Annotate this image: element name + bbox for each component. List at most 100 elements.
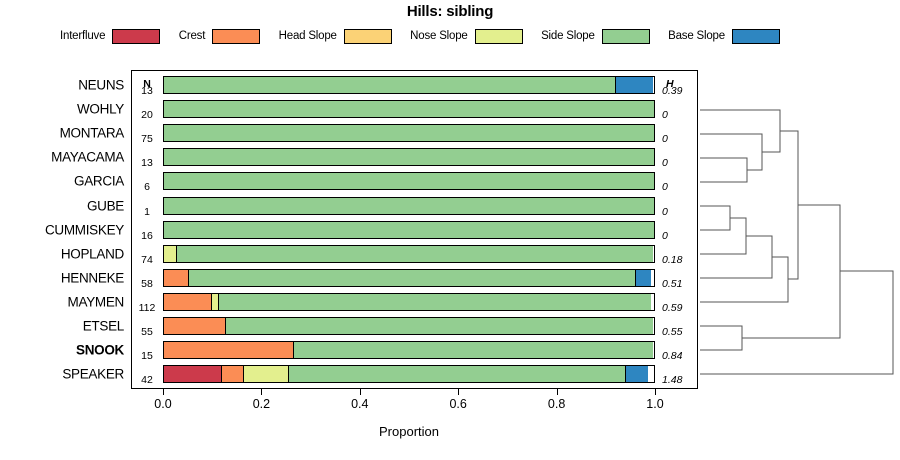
bar-segment[interactable]	[164, 173, 654, 190]
bar-segment[interactable]	[164, 125, 654, 142]
stacked-bar[interactable]	[163, 292, 655, 311]
n-value: 112	[138, 301, 156, 314]
x-axis-tick-label: 1.0	[646, 397, 664, 411]
h-value: 0.18	[662, 253, 683, 266]
h-value: 0.39	[662, 85, 683, 97]
h-column-header: H	[666, 78, 674, 90]
x-axis-tick	[655, 389, 656, 395]
series-label: WOHLY	[76, 101, 124, 117]
dendrogram	[700, 70, 900, 389]
stacked-bar[interactable]	[163, 124, 655, 143]
chart-legend: Interfluve Crest Head Slope Nose Slope Side …	[60, 26, 780, 46]
n-value: 75	[141, 133, 153, 146]
dendro-link-b-wohly	[700, 109, 781, 153]
legend-label: Nose Slope	[410, 30, 468, 42]
dendro-link-e-henneke	[700, 235, 773, 279]
legend-label: Interfluve	[60, 30, 106, 42]
x-axis-tick	[359, 389, 361, 395]
x-axis-tick-label: 0.8	[547, 397, 566, 411]
n-value: 15	[141, 350, 153, 363]
stacked-bar[interactable]	[163, 148, 655, 167]
legend-swatch	[343, 28, 392, 44]
x-axis-tick	[261, 389, 263, 395]
plot-panel-border	[131, 70, 698, 389]
n-value: 13	[141, 157, 153, 170]
bar-segment[interactable]	[218, 293, 652, 310]
bar-segment[interactable]	[164, 149, 654, 166]
h-value: 1.48	[662, 374, 683, 387]
legend-label: Head Slope	[278, 30, 337, 42]
bar-segment[interactable]	[624, 366, 649, 383]
bar-segment[interactable]	[164, 221, 654, 238]
stacked-bar[interactable]	[163, 365, 655, 384]
bar-segment[interactable]	[293, 342, 653, 359]
bar-segment[interactable]	[288, 366, 627, 383]
bar-segment[interactable]	[164, 342, 295, 359]
x-axis-tick	[163, 389, 164, 395]
legend-label: Side Slope	[541, 30, 595, 42]
bar-segment[interactable]	[614, 77, 653, 93]
bar-segment[interactable]	[210, 293, 220, 310]
dendro-link-mayacama-garcia	[700, 157, 748, 183]
x-axis-title: Proportion	[379, 424, 439, 439]
bar-segment[interactable]	[164, 101, 654, 118]
bar-segment[interactable]	[164, 197, 654, 214]
x-axis: 0.0 0.2 0.4 0.6 0.8 1.0	[154, 389, 664, 429]
bar-segment[interactable]	[164, 245, 178, 262]
n-value: 42	[141, 374, 153, 387]
bar-segment[interactable]	[175, 245, 653, 262]
stacked-bar[interactable]	[163, 341, 655, 360]
dendro-link-d-hopland	[700, 217, 747, 255]
bar-segment[interactable]	[164, 318, 227, 334]
series-label: GUBE	[86, 198, 124, 213]
series-label: HENNEKE	[60, 270, 124, 286]
h-value: 0.51	[662, 277, 683, 290]
series-label: MAYACAMA	[51, 149, 124, 165]
h-value: 0.55	[662, 326, 683, 338]
dendro-link-f-maymen	[700, 256, 789, 303]
bar-segment[interactable]	[164, 77, 617, 93]
h-value: 0	[662, 229, 668, 242]
n-value: 16	[141, 229, 153, 242]
bar-segment[interactable]	[164, 293, 213, 310]
stacked-bar[interactable]	[163, 76, 655, 94]
x-axis-tick-label: 0.0	[154, 397, 172, 411]
n-column-header: N	[143, 78, 151, 90]
legend-swatch	[731, 28, 780, 44]
dendro-link-root	[700, 270, 894, 375]
legend-label: Base Slope	[668, 30, 725, 42]
n-value: 1	[144, 205, 150, 218]
n-value: 13	[141, 85, 153, 97]
n-value: 58	[141, 277, 153, 290]
x-axis-tick	[556, 389, 558, 395]
stacked-bar[interactable]	[163, 196, 655, 215]
x-axis-tick-label: 0.4	[351, 397, 369, 411]
bar-segment[interactable]	[164, 366, 223, 383]
h-column: H 0.39 0 0 0 0 0 0 0.18 0.51 0.59 0.55 0.84 1.48	[658, 70, 698, 389]
stacked-bar[interactable]	[163, 172, 655, 191]
legend-entry: Base Slope	[668, 28, 780, 44]
h-value: 0.84	[662, 350, 683, 363]
legend-entry: Nose Slope	[410, 28, 523, 44]
series-label: CUMMISKEY	[44, 222, 124, 238]
stacked-bar[interactable]	[163, 317, 655, 335]
bar-segment[interactable]	[164, 269, 190, 286]
bar-segment[interactable]	[220, 366, 245, 383]
bar-segment[interactable]	[188, 269, 636, 286]
dendro-link-etsel-snook	[700, 325, 743, 351]
bar-segment[interactable]	[243, 366, 290, 383]
dendro-link-gube-cummiskey	[700, 205, 731, 231]
series-label: ETSEL	[82, 318, 125, 334]
stacked-bar[interactable]	[163, 244, 655, 263]
n-value: 55	[141, 326, 153, 338]
stacked-bar[interactable]	[163, 100, 655, 119]
stacked-bars-group	[163, 70, 655, 389]
bar-segment[interactable]	[224, 318, 653, 334]
stacked-bar[interactable]	[163, 268, 655, 287]
legend-entry: Interfluve	[60, 28, 161, 44]
dendro-link-a-montara	[700, 133, 763, 171]
h-value: 0	[662, 181, 668, 194]
bar-segment[interactable]	[634, 269, 652, 286]
h-value: 0	[662, 157, 668, 170]
stacked-bar[interactable]	[163, 220, 655, 239]
